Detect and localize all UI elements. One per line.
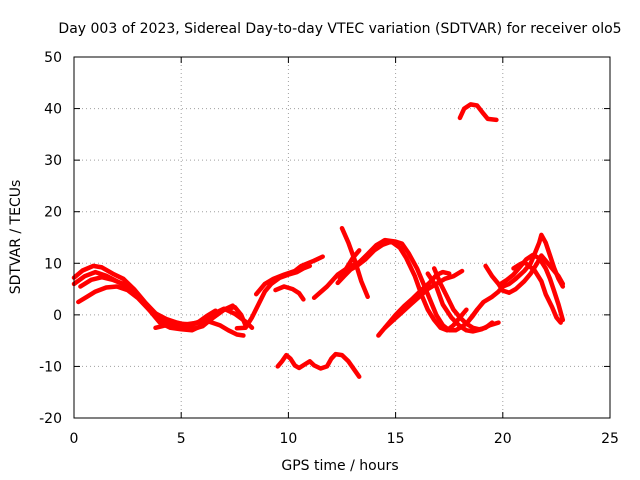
y-tick-label: 50	[44, 50, 62, 66]
series-arc-g	[253, 254, 325, 297]
chart-title: Day 003 of 2023, Sidereal Day-to-day VTE…	[58, 21, 621, 37]
series-arc-j	[311, 237, 480, 333]
y-tick-label: 20	[44, 205, 62, 221]
y-tick-label: 30	[44, 153, 62, 169]
y-tick-label: 0	[53, 308, 62, 324]
y-axis-label: SDTVAR / TECUs	[8, 180, 24, 295]
series-arc-m	[337, 248, 362, 282]
series-arc-v	[511, 260, 563, 325]
x-tick-label: 10	[279, 431, 297, 447]
plot-frame	[73, 56, 611, 419]
x-tick-label: 5	[177, 431, 186, 447]
y-tick-label: 10	[44, 256, 62, 272]
series-arc-u	[498, 252, 566, 323]
series-arc-f	[234, 263, 313, 331]
series-arc-q	[425, 271, 501, 334]
series-arc-i	[275, 351, 362, 379]
x-tick-label: 15	[387, 431, 405, 447]
series-arc-l	[339, 225, 370, 300]
y-tick-label: 40	[44, 102, 62, 118]
series-arc-h	[273, 284, 306, 302]
x-tick-label: 0	[70, 431, 79, 447]
x-tick-label: 20	[494, 431, 512, 447]
series-arc-r	[457, 102, 499, 123]
series-arc-o	[382, 268, 465, 331]
x-axis-label: GPS time / hours	[281, 458, 398, 474]
axis-layer: 0 5 10 15 20 25 -20 -10 0 10 20 30 40 50	[39, 50, 619, 447]
y-tick-label: -20	[39, 411, 62, 427]
x-tick-label: 25	[601, 431, 619, 447]
series-arc-e	[153, 319, 246, 338]
grid-layer	[74, 57, 610, 418]
series-layer	[71, 102, 566, 379]
y-tick-label: -10	[39, 359, 62, 375]
